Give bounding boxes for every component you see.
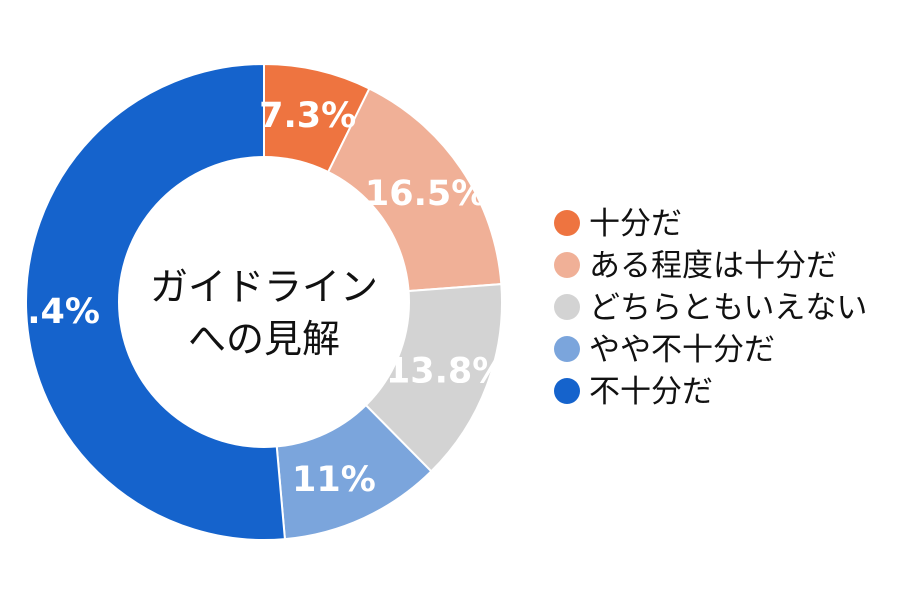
slice-value-label: 7.3% [259, 96, 356, 136]
legend-item-yaya-fujubun: やや不十分だ [554, 332, 775, 368]
legend-swatch [554, 336, 580, 362]
donut-hole [118, 156, 410, 448]
slice-value-label: 11% [292, 460, 376, 500]
slice-value-label: 51.4% [0, 292, 100, 332]
legend-label: どちらともいえない [589, 290, 867, 326]
legend-item-fujubun: 不十分だ [554, 374, 713, 410]
legend-item-jubunda: 十分だ [554, 206, 682, 242]
center-title-line-1: ガイドライン [150, 265, 378, 309]
legend-swatch [554, 294, 580, 320]
legend-swatch [554, 252, 580, 278]
legend-item-aru-teido: ある程度は十分だ [554, 248, 837, 284]
legend-label: ある程度は十分だ [589, 248, 837, 284]
legend-label: 不十分だ [589, 374, 713, 410]
slice-value-label: 13.8% [386, 351, 507, 391]
legend-swatch [554, 378, 580, 404]
legend-swatch [554, 210, 580, 236]
legend-label: やや不十分だ [589, 332, 775, 368]
center-title-line-2: への見解 [188, 317, 340, 361]
legend-item-dochiramo: どちらともいえない [554, 290, 867, 326]
legend-label: 十分だ [589, 206, 682, 242]
slice-value-labels: 7.3%16.5% 13.8% 11% 51.4% [0, 96, 507, 500]
slice-value-label: 16.5% [365, 174, 486, 214]
